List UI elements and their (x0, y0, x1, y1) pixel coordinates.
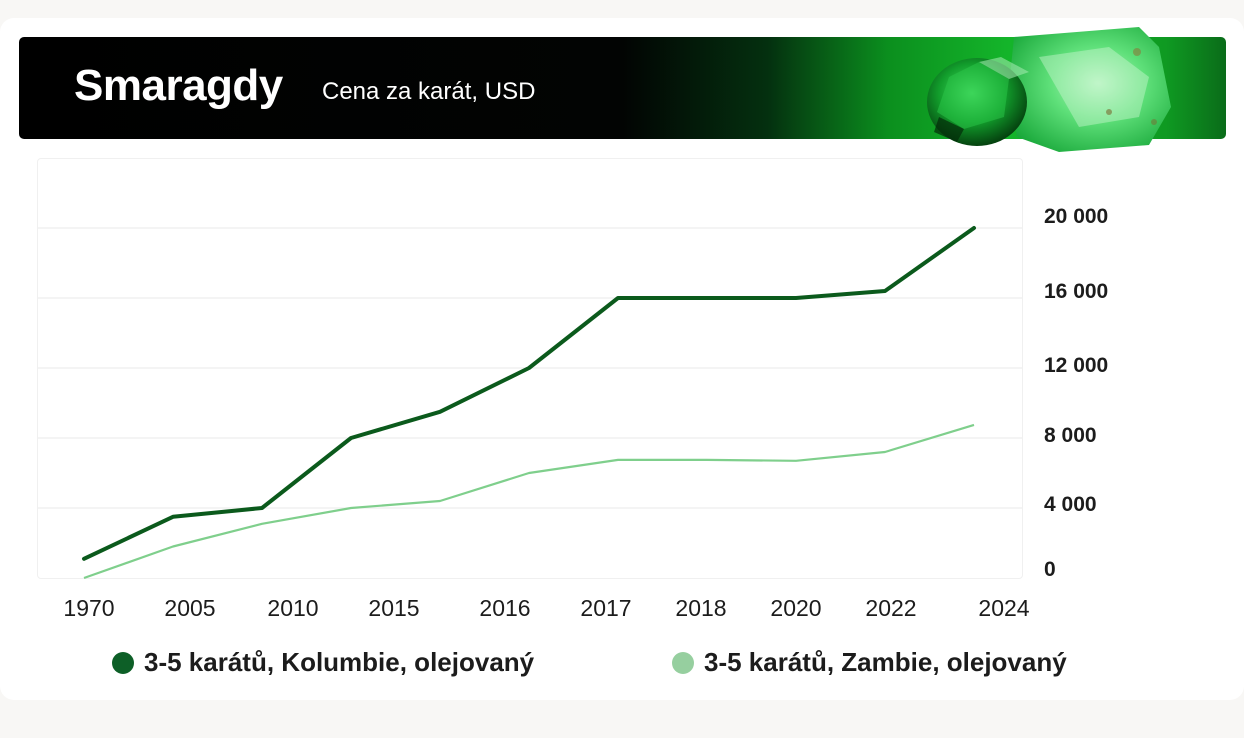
x-tick-label: 2016 (479, 595, 531, 621)
y-tick-label: 20 000 (1044, 205, 1109, 228)
x-tick-label: 2024 (978, 595, 1030, 621)
y-tick-label: 0 (1044, 558, 1056, 581)
x-tick-label: 2020 (770, 595, 822, 621)
chart-title: Smaragdy (74, 61, 283, 110)
series-line-kolumbie (82, 226, 976, 561)
legend-item-kolumbie[interactable]: 3-5 karátů, Kolumbie, olejovaný (112, 647, 534, 678)
gridlines (38, 227, 1022, 509)
x-tick-label: 2018 (675, 595, 727, 621)
x-tick-label: 2022 (865, 595, 917, 621)
x-tick-label: 2010 (267, 595, 319, 621)
x-tick-label: 2017 (580, 595, 632, 621)
legend-label: 3-5 karátů, Kolumbie, olejovaný (144, 647, 535, 677)
y-tick-label: 4 000 (1044, 493, 1097, 516)
emerald-gems-image (927, 27, 1171, 152)
chart-subtitle: Cena za karát, USD (322, 78, 536, 105)
legend-dot-dark-icon (112, 651, 134, 674)
legend-dot-light-icon (672, 651, 694, 674)
y-tick-label: 16 000 (1044, 280, 1109, 303)
x-tick-label: 2015 (368, 595, 420, 621)
y-tick-label: 8 000 (1044, 424, 1097, 447)
header-banner: Smaragdy Cena za karát, USD (19, 27, 1226, 152)
plot-area (37, 158, 1023, 579)
x-tick-label: 2005 (164, 595, 216, 621)
legend-item-zambie[interactable]: 3-5 karátů, Zambie, olejovaný (672, 647, 1067, 678)
legend-label: 3-5 karátů, Zambie, olejovaný (704, 647, 1067, 677)
y-tick-label: 12 000 (1044, 354, 1109, 377)
series-line-zambie (83, 423, 975, 580)
x-tick-label: 1970 (63, 595, 115, 621)
